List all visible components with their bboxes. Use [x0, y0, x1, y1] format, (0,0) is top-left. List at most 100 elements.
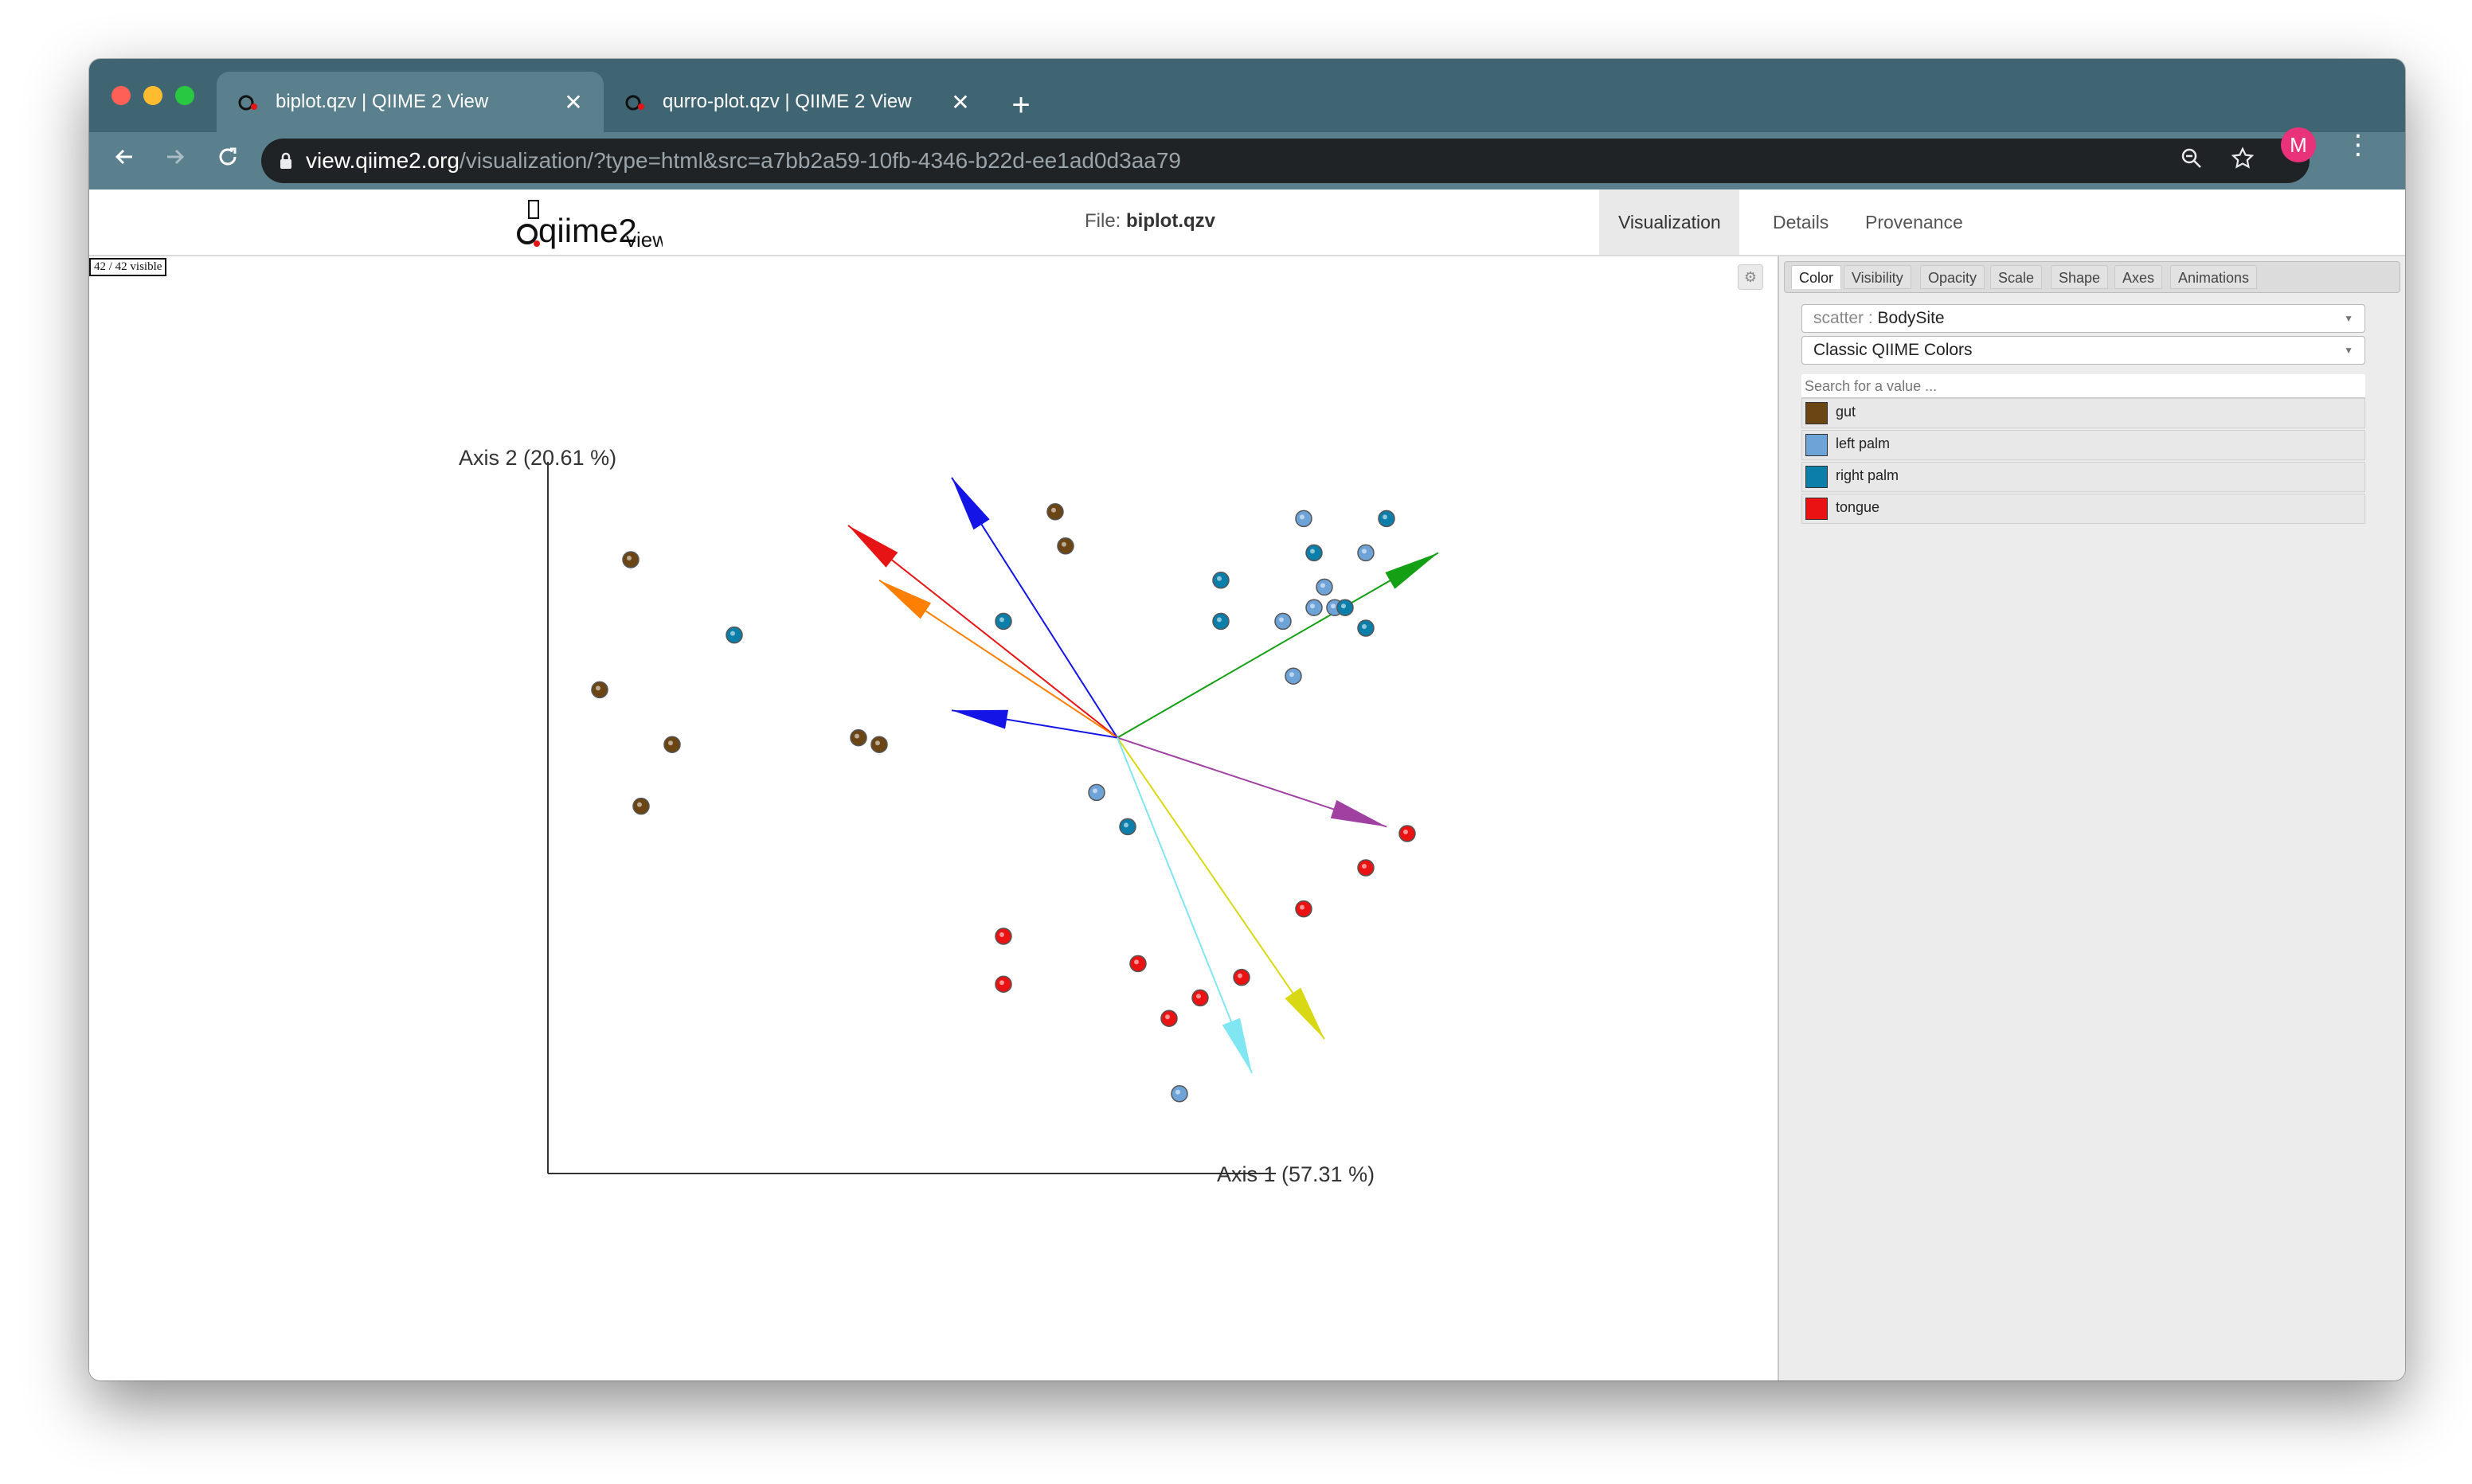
- point-highlight: [1300, 904, 1304, 910]
- tab-animations[interactable]: Animations: [2170, 265, 2258, 289]
- bookmark-star-icon[interactable]: [2228, 146, 2257, 175]
- color-swatch[interactable]: [1805, 434, 1828, 456]
- point-highlight: [1279, 617, 1284, 623]
- tab-axes[interactable]: Axes: [2114, 265, 2163, 289]
- tab-details[interactable]: Details: [1773, 212, 1829, 232]
- tab-shape[interactable]: Shape: [2051, 265, 2109, 289]
- legend-label: right palm: [1836, 467, 1899, 483]
- profile-avatar[interactable]: M: [2281, 127, 2316, 162]
- point-highlight: [1217, 576, 1222, 581]
- tab-visibility[interactable]: Visibility: [1844, 265, 1911, 289]
- legend-label: gut: [1836, 404, 1856, 420]
- point-highlight: [1093, 788, 1097, 794]
- biplot-chart[interactable]: Axis 2 (20.61 %) Axis 1 (57.31 %): [89, 256, 1778, 1381]
- tab-color[interactable]: Color: [1791, 265, 1842, 289]
- point-highlight: [1310, 549, 1315, 554]
- close-tab-icon[interactable]: ✕: [564, 89, 583, 115]
- tab-qurro-plot[interactable]: qurro-plot.qzv | QIIME 2 View ✕: [604, 72, 991, 132]
- control-panel: Color Visibility Opacity Scale Shape Axe…: [1778, 256, 2405, 1381]
- back-button[interactable]: [107, 143, 142, 178]
- point-highlight: [1165, 1014, 1170, 1020]
- tab-biplot[interactable]: biplot.qzv | QIIME 2 View ✕: [217, 72, 604, 132]
- visible-count-badge: 42 / 42 visible: [89, 258, 167, 276]
- biplot-arrow-head: [1222, 1017, 1252, 1073]
- dropdown-arrow-icon: ▼: [2344, 313, 2353, 324]
- point-highlight: [1383, 514, 1387, 520]
- legend-row-left-palm[interactable]: left palm: [1801, 430, 2365, 460]
- scatter-prefix: scatter :: [1813, 309, 1873, 327]
- tab-visualization[interactable]: Visualization: [1599, 189, 1739, 255]
- biplot-arrow-line: [847, 525, 1118, 739]
- legend-row-right-palm[interactable]: right palm: [1801, 462, 2365, 492]
- reload-icon: [219, 147, 237, 166]
- point-highlight: [1289, 672, 1294, 678]
- point-highlight: [1062, 541, 1066, 547]
- plot-settings-gear-icon[interactable]: ⚙: [1738, 264, 1763, 290]
- biplot-arrow-head: [952, 709, 1009, 729]
- point-highlight: [875, 740, 880, 746]
- address-bar[interactable]: view.qiime2.org/visualization/?type=html…: [261, 139, 2310, 183]
- logo-text: qiime2: [538, 212, 637, 249]
- logo-graphic: qiime2 view: [517, 200, 663, 250]
- x-axis-label: Axis 1 (57.31 %): [1217, 1162, 1375, 1186]
- point-highlight: [596, 685, 600, 691]
- qiime2-view-logo[interactable]: qiime2 view: [511, 194, 663, 250]
- panel-tabs: Color Visibility Opacity Scale Shape Axe…: [1784, 261, 2400, 293]
- color-swatch[interactable]: [1805, 498, 1828, 520]
- arrows-layer: [847, 477, 1439, 1074]
- legend-row-tongue[interactable]: tongue: [1801, 494, 2365, 524]
- file-label: File: biplot.qzv: [1085, 210, 1215, 232]
- close-window-button[interactable]: [111, 86, 131, 105]
- point-highlight: [1300, 514, 1304, 520]
- tab-scale[interactable]: Scale: [1990, 265, 2043, 289]
- biplot-arrow-line: [1117, 737, 1253, 1074]
- point-highlight: [1341, 603, 1346, 609]
- point-highlight: [637, 802, 642, 807]
- back-arrow-icon: [115, 149, 132, 165]
- biplot-arrow-head: [952, 477, 990, 530]
- file-name: biplot.qzv: [1126, 210, 1215, 232]
- legend-row-gut[interactable]: gut: [1801, 398, 2365, 428]
- biplot-arrow-line: [1117, 737, 1325, 1040]
- url-host: view.qiime2.org: [306, 148, 460, 173]
- point-highlight: [1320, 583, 1325, 588]
- point-highlight: [999, 617, 1004, 623]
- tab-title: biplot.qzv | QIIME 2 View: [276, 91, 489, 112]
- logo-sub: view: [626, 228, 663, 250]
- minimize-window-button[interactable]: [143, 86, 162, 105]
- forward-button[interactable]: [158, 143, 193, 178]
- point-highlight: [1362, 624, 1367, 629]
- biplot-arrow-head: [1330, 800, 1387, 827]
- zoom-icon[interactable]: [2177, 146, 2206, 175]
- qiime-favicon-icon: [236, 90, 260, 114]
- legend-search-input[interactable]: [1801, 374, 2365, 398]
- new-tab-button[interactable]: +: [1011, 88, 1031, 123]
- app-header: qiime2 view File: biplot.qzv Visualizati…: [89, 189, 2405, 256]
- biplot-arrow-head: [848, 525, 898, 568]
- color-swatch[interactable]: [1805, 402, 1828, 424]
- point-highlight: [730, 631, 735, 636]
- point-highlight: [1124, 822, 1128, 828]
- tab-title: qurro-plot.qzv | QIIME 2 View: [663, 91, 912, 112]
- point-highlight: [1331, 603, 1336, 609]
- colormap-select[interactable]: Classic QIIME Colors ▼: [1801, 336, 2365, 365]
- plot-area[interactable]: 42 / 42 visible ⚙ Axis 2 (20.61 %) Axis …: [89, 256, 1778, 1381]
- tab-strip: biplot.qzv | QIIME 2 View ✕ qurro-plot.q…: [89, 59, 2405, 132]
- point-highlight: [1403, 830, 1408, 834]
- tab-opacity[interactable]: Opacity: [1920, 265, 1985, 289]
- point-highlight: [1362, 864, 1367, 869]
- tab-provenance[interactable]: Provenance: [1865, 212, 1963, 232]
- browser-menu-icon[interactable]: ⋮: [2345, 130, 2372, 160]
- colormap-value: Classic QIIME Colors: [1813, 341, 1973, 359]
- biplot-arrow-head: [1385, 553, 1438, 589]
- maximize-window-button[interactable]: [175, 86, 194, 105]
- reload-button[interactable]: [210, 143, 245, 178]
- point-highlight: [1310, 603, 1315, 609]
- point-highlight: [1196, 994, 1201, 999]
- close-tab-icon[interactable]: ✕: [951, 89, 970, 115]
- point-highlight: [1175, 1089, 1180, 1095]
- browser-window: biplot.qzv | QIIME 2 View ✕ qurro-plot.q…: [89, 59, 2405, 1381]
- color-swatch[interactable]: [1805, 466, 1828, 488]
- scatter-category-select[interactable]: scatter : BodySite ▼: [1801, 304, 2365, 333]
- biplot-arrow-head: [879, 580, 932, 619]
